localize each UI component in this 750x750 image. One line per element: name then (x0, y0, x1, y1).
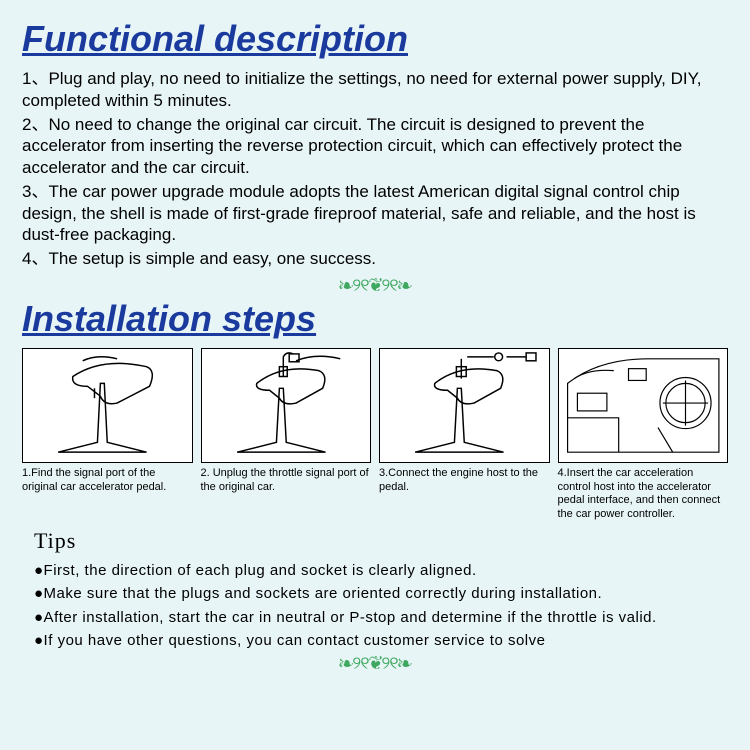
step-4-caption: 4.Insert the car acceleration control ho… (558, 467, 729, 522)
ornamental-divider: ❧୨୧❦୨୧❧ (22, 654, 728, 674)
step-2-illustration (201, 348, 372, 463)
desc-item: 2、No need to change the original car cir… (22, 114, 728, 179)
step-1-caption: 1.Find the signal port of the original c… (22, 467, 193, 495)
step-4-illustration (558, 348, 729, 463)
tips-item: ●First, the direction of each plug and s… (34, 560, 728, 583)
installation-steps-title: Installation steps (22, 298, 728, 340)
step-1: 1.Find the signal port of the original c… (22, 348, 193, 522)
step-3: 3.Connect the engine host to the pedal. (379, 348, 550, 522)
tips-item: ●Make sure that the plugs and sockets ar… (34, 583, 728, 606)
functional-description-title: Functional description (22, 18, 728, 60)
step-2: 2. Unplug the throttle signal port of th… (201, 348, 372, 522)
step-3-caption: 3.Connect the engine host to the pedal. (379, 467, 550, 495)
tips-item: ●If you have other questions, you can co… (34, 630, 728, 653)
desc-item: 1、Plug and play, no need to initialize t… (22, 68, 728, 112)
tips-title: Tips (34, 528, 728, 554)
functional-description-list: 1、Plug and play, no need to initialize t… (22, 68, 728, 270)
steps-row: 1.Find the signal port of the original c… (22, 348, 728, 522)
step-3-illustration (379, 348, 550, 463)
step-2-caption: 2. Unplug the throttle signal port of th… (201, 467, 372, 495)
step-4: 4.Insert the car acceleration control ho… (558, 348, 729, 522)
tips-item: ●After installation, start the car in ne… (34, 607, 728, 630)
tips-list: ●First, the direction of each plug and s… (34, 560, 728, 653)
step-1-illustration (22, 348, 193, 463)
desc-item: 4、The setup is simple and easy, one succ… (22, 248, 728, 270)
ornamental-divider: ❧୨୧❦୨୧❧ (22, 276, 728, 296)
desc-item: 3、The car power upgrade module adopts th… (22, 181, 728, 246)
